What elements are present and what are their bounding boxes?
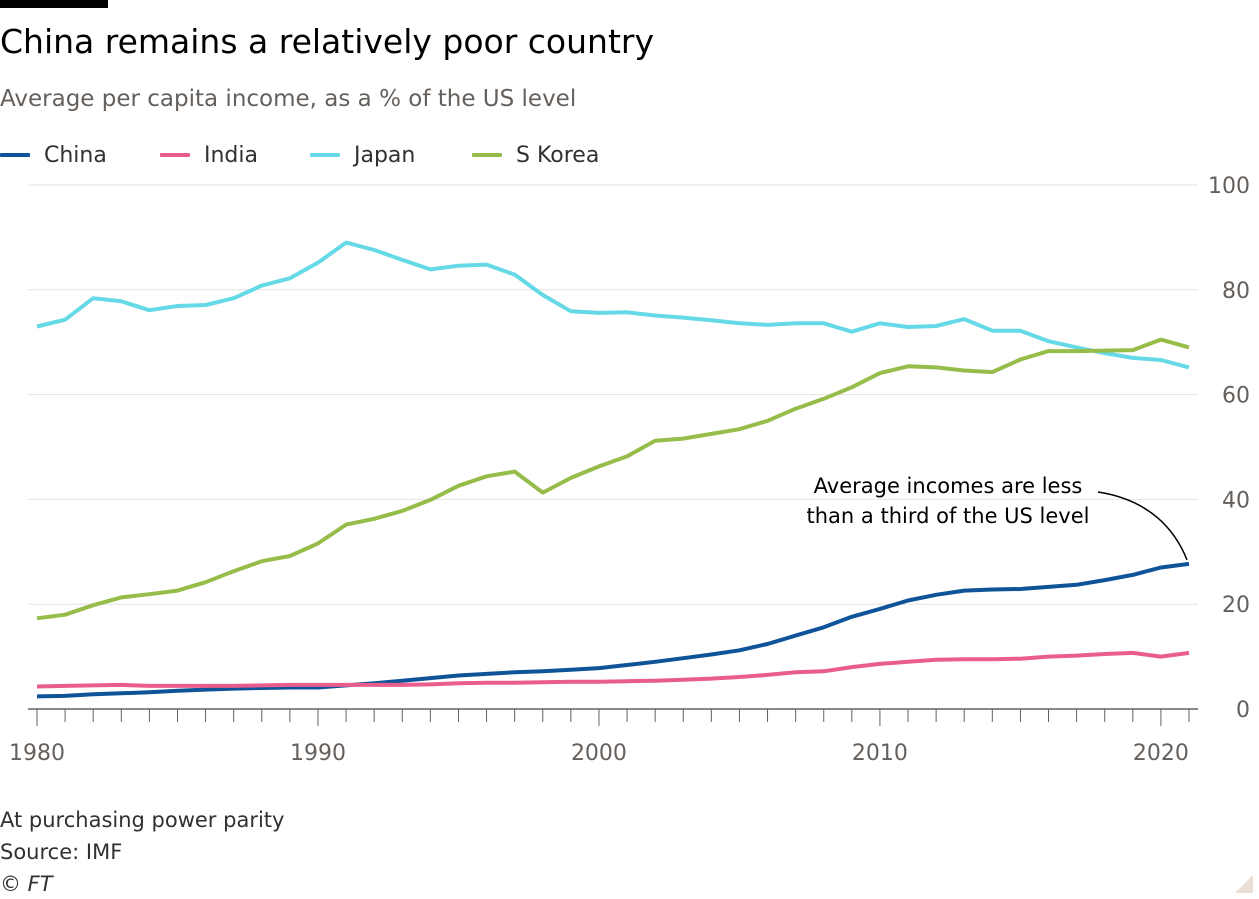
annotation-text-line-2: than a third of the US level [807, 504, 1090, 528]
y-tick-label-40: 40 [1222, 488, 1250, 513]
series-line-china [36, 561, 1190, 699]
x-tick-label-1980: 1980 [9, 741, 65, 766]
annotation-connector [1097, 491, 1188, 561]
x-tick-label-1990: 1990 [290, 741, 346, 766]
footer-source: Source: IMF [0, 840, 123, 864]
legend-item-s-korea: S Korea [472, 140, 599, 170]
x-tick-label-2010: 2010 [852, 741, 908, 766]
legend-swatch-india [160, 153, 190, 157]
legend-swatch-china [0, 153, 30, 157]
legend-item-china: China [0, 140, 107, 170]
series-line-japan [36, 240, 1190, 370]
corner-mark [1235, 875, 1253, 893]
footer-copyright: © FT [0, 872, 53, 896]
legend-item-india: India [160, 140, 258, 170]
y-tick-label-80: 80 [1222, 279, 1250, 304]
annotation-text-line-1: Average incomes are less [814, 474, 1083, 498]
line-chart: 0 20 40 60 80 100 1980 1990 2000 2010 2020 Average … [9, 174, 1250, 766]
y-tick-label-100: 100 [1208, 174, 1250, 199]
legend-swatch-japan [310, 153, 340, 157]
chart-subtitle: Average per capita income, as a % of the… [0, 86, 577, 112]
series-line-s-korea [36, 337, 1190, 621]
y-tick-label-20: 20 [1222, 593, 1250, 618]
footer-note: At purchasing power parity [0, 808, 285, 832]
y-tick-label-0: 0 [1236, 698, 1250, 723]
legend-label-s-korea: S Korea [516, 142, 600, 168]
brand-bar [0, 0, 108, 8]
legend-label-japan: Japan [354, 142, 416, 168]
legend-swatch-s-korea [472, 153, 502, 157]
chart-title: China remains a relatively poor country [0, 22, 654, 61]
legend-label-china: China [44, 142, 107, 168]
legend-label-india: India [204, 142, 258, 168]
y-tick-label-60: 60 [1222, 384, 1250, 409]
series-line-india [36, 650, 1190, 689]
x-tick-label-2000: 2000 [571, 741, 627, 766]
legend-item-japan: Japan [310, 140, 415, 170]
x-tick-label-2020: 2020 [1133, 741, 1189, 766]
